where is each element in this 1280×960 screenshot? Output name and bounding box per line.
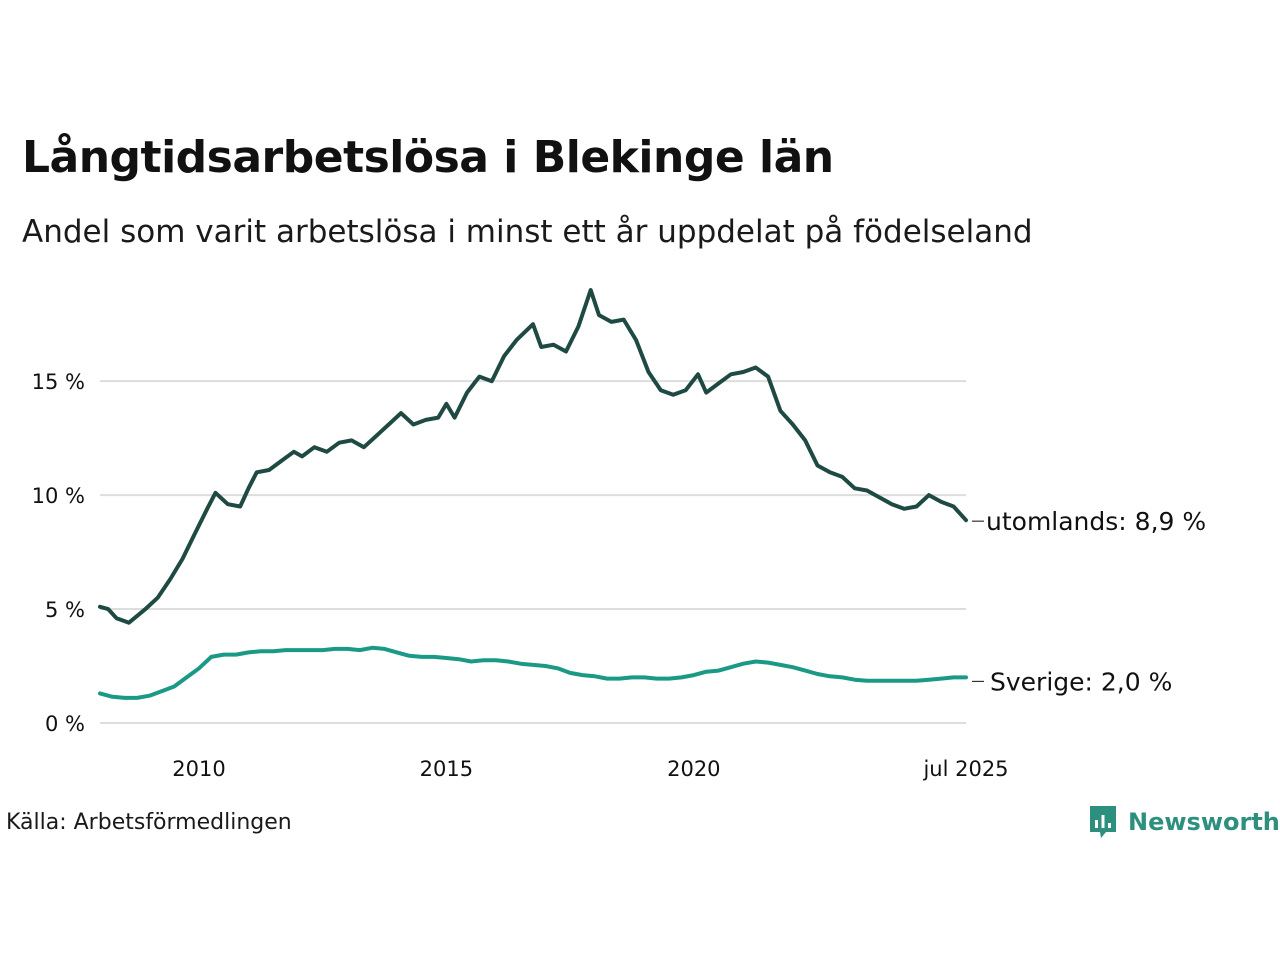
grid-layer (100, 380, 966, 724)
series-label-sverige: Sverige: 2,0 % (990, 667, 1172, 696)
newsworthy-chart-icon (1090, 806, 1116, 838)
source-note: Källa: Arbetsförmedlingen (6, 810, 292, 835)
y-tick-label: 0 % (45, 712, 85, 736)
label-layer: 0 % 5 % 10 % 15 % 2010 2015 2020 jul 2025 utomla… (32, 370, 1207, 781)
chart-subtitle: Andel som varit arbetslösa i minst ett å… (22, 214, 1033, 250)
brand-name: Newsworthy (1128, 808, 1280, 836)
x-tick-label: 2015 (420, 757, 473, 781)
x-tick-label: 2020 (667, 757, 720, 781)
line-layer (98, 288, 968, 700)
x-tick-label: jul 2025 (922, 757, 1008, 781)
series-label-utomlands: utomlands: 8,9 % (986, 507, 1206, 536)
y-tick-label: 10 % (32, 484, 85, 508)
y-tick-label: 15 % (32, 370, 85, 394)
x-tick-label: 2010 (172, 757, 225, 781)
y-tick-label: 5 % (45, 598, 85, 622)
brand-logo[interactable]: Newsworthy (1088, 804, 1280, 840)
series-line-utomlands (98, 288, 968, 625)
chart-title: Långtidsarbetslösa i Blekinge län (22, 132, 834, 183)
series-line-sverige (98, 645, 968, 700)
